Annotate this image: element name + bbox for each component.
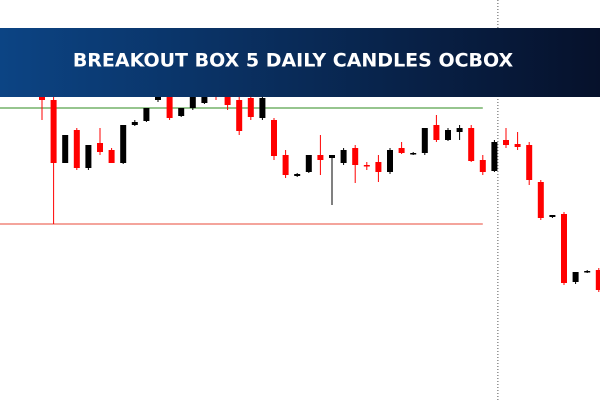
candle-body [445, 130, 451, 140]
title-banner [0, 28, 600, 97]
candle-body [387, 150, 393, 172]
candle-body [456, 128, 463, 132]
candle-body [282, 155, 289, 175]
candle-body [271, 120, 277, 156]
candle-body [189, 95, 196, 108]
candle-body [166, 97, 173, 118]
candle-body [201, 95, 208, 103]
candle-body [340, 150, 347, 163]
candle-body [317, 155, 324, 160]
candle-body [143, 108, 150, 121]
candle-body [572, 272, 579, 282]
candle-body [410, 153, 417, 155]
candle-body [421, 128, 428, 153]
candle-body [352, 148, 359, 165]
candle-body [468, 128, 475, 161]
candle-body [561, 214, 567, 283]
candle-body [305, 155, 312, 172]
candle-body [491, 142, 498, 171]
candle-body [549, 215, 556, 217]
candle-body [503, 140, 509, 145]
candle-body [514, 144, 521, 147]
candle-body [236, 100, 243, 131]
candle-body [479, 160, 486, 172]
candle-body [433, 125, 440, 140]
candle-body [584, 271, 591, 273]
candle-body [120, 125, 127, 163]
candle-body [294, 174, 301, 176]
candle-body [131, 122, 138, 125]
candle-body [526, 145, 533, 180]
candle-body [259, 98, 266, 118]
candle-body [329, 155, 335, 158]
candle-body [73, 130, 80, 168]
candle-body [85, 145, 92, 168]
candle-body [108, 150, 115, 163]
candle-body [178, 108, 185, 116]
candle-body [363, 165, 370, 167]
candle-body [224, 95, 231, 105]
candle-body [398, 148, 405, 153]
candle-body [375, 162, 382, 172]
candle-body [62, 135, 69, 163]
candle-body [595, 270, 600, 290]
candle-body [537, 182, 544, 218]
candle-body [97, 143, 103, 152]
chart-title: BREAKOUT BOX 5 DAILY CANDLES OCBOX [73, 50, 514, 72]
candle-body [247, 98, 254, 117]
candle-body [50, 100, 57, 163]
